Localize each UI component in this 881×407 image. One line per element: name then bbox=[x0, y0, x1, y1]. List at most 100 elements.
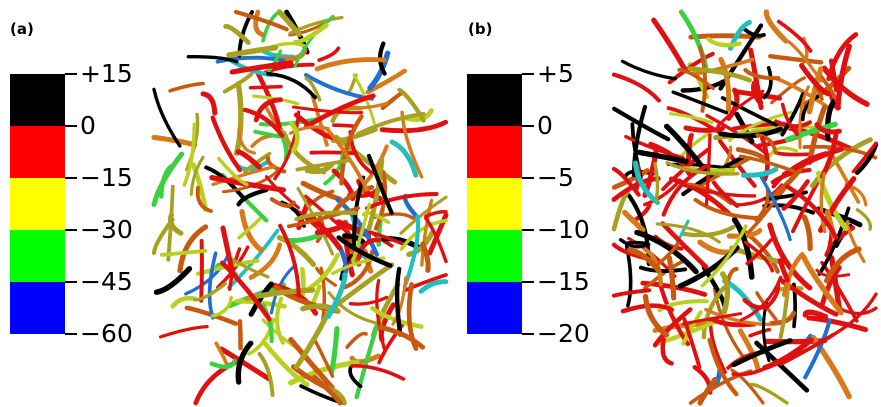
fiber-segment bbox=[666, 255, 677, 301]
fiber-segment bbox=[763, 282, 781, 310]
fiber-segment bbox=[293, 23, 329, 45]
fiber-segment bbox=[253, 9, 265, 38]
colorbar-band bbox=[467, 230, 522, 282]
fiber-segment bbox=[239, 208, 265, 253]
fiber-segment bbox=[424, 209, 448, 218]
fiber-segment bbox=[809, 137, 873, 189]
fiber-segment bbox=[632, 201, 652, 223]
fiber-segment bbox=[652, 307, 693, 348]
fiber-segment bbox=[336, 235, 393, 268]
fiber-segment bbox=[275, 296, 285, 345]
colorbar-tick bbox=[65, 229, 77, 231]
fiber-segment bbox=[653, 162, 660, 203]
fiber-segment bbox=[660, 336, 674, 366]
fiber-segment bbox=[399, 195, 448, 235]
fiber-segment bbox=[664, 123, 708, 173]
fiber-segment bbox=[661, 147, 710, 192]
fiber-segment bbox=[801, 214, 813, 252]
fiber-segment bbox=[350, 364, 406, 381]
fiber-segment bbox=[209, 358, 237, 370]
fiber-segment bbox=[356, 237, 382, 260]
fiber-segment bbox=[220, 225, 236, 276]
fiber-segment bbox=[294, 210, 359, 222]
fiber-segment bbox=[195, 185, 213, 213]
fiber-segment bbox=[682, 183, 757, 198]
fiber-segment bbox=[379, 119, 449, 134]
fiber-segment bbox=[677, 68, 715, 91]
fiber-segment bbox=[718, 56, 732, 113]
fiber-segment bbox=[611, 189, 630, 232]
fiber-segment bbox=[355, 111, 426, 137]
colorbar-tick-label: 0 bbox=[80, 111, 96, 140]
fiber-segment bbox=[828, 58, 839, 93]
colorbar-band bbox=[10, 178, 65, 230]
fiber-segment bbox=[348, 365, 363, 389]
colorbar-band bbox=[467, 74, 522, 126]
fiber-segment bbox=[399, 218, 448, 251]
fiber-segment bbox=[768, 53, 824, 65]
fiber-segment bbox=[230, 257, 270, 279]
fiber-segment bbox=[366, 153, 394, 215]
fiber-segment bbox=[660, 221, 709, 270]
fiber-segment bbox=[771, 151, 828, 189]
colorbar-tick-label: +15 bbox=[80, 59, 133, 88]
fiber-segment bbox=[420, 241, 431, 273]
fiber-segment bbox=[423, 216, 448, 264]
fiber-segment bbox=[661, 164, 709, 217]
colorbar-tick-label: −45 bbox=[80, 267, 133, 296]
fiber-segment bbox=[332, 262, 395, 309]
fiber-segment bbox=[329, 326, 340, 375]
colorbar-band bbox=[10, 126, 65, 178]
fiber-segment bbox=[276, 9, 303, 38]
fiber-segment bbox=[211, 164, 277, 187]
fiber-segment bbox=[738, 154, 795, 173]
fiber-segment bbox=[263, 341, 310, 387]
fiber-segment bbox=[800, 254, 844, 316]
fiber-segment bbox=[236, 187, 269, 207]
fiber-segment bbox=[697, 376, 718, 406]
fiber-segment bbox=[773, 119, 812, 129]
fiber-segment bbox=[652, 242, 680, 270]
fiber-segment bbox=[293, 14, 335, 68]
fiber-segment bbox=[784, 121, 838, 143]
fiber-segment bbox=[159, 248, 208, 257]
fiber-segment bbox=[777, 258, 790, 283]
fiber-segment bbox=[816, 170, 849, 231]
fiber-segment bbox=[330, 256, 386, 276]
fiber-segment bbox=[762, 66, 773, 100]
fiber-segment bbox=[402, 214, 421, 289]
fiber-segment bbox=[310, 93, 329, 147]
fiber-segment bbox=[340, 221, 404, 246]
fiber-segment bbox=[620, 303, 675, 314]
fiber-segment bbox=[210, 115, 243, 173]
fiber-segment bbox=[819, 171, 827, 234]
fiber-segment bbox=[704, 133, 712, 207]
colorbar-tick-label: −15 bbox=[80, 163, 133, 192]
fiber-segment bbox=[611, 166, 641, 197]
panel-label: (a) bbox=[10, 20, 34, 38]
fiber-segment bbox=[182, 122, 197, 187]
fiber-segment bbox=[624, 134, 685, 160]
panel-b: (b) +5 0 −5 −10 −15 −20 bbox=[460, 0, 881, 407]
fiber-segment bbox=[779, 332, 836, 366]
fiber-segment bbox=[266, 49, 283, 75]
fiber-segment bbox=[200, 91, 218, 116]
colorbar-band bbox=[467, 282, 522, 334]
panel-a: (a) +15 0 −15 −30 −45 −60 bbox=[0, 0, 449, 407]
fiber-segment bbox=[681, 310, 703, 346]
fiber-segment bbox=[152, 87, 182, 148]
fiber-segment bbox=[817, 206, 851, 276]
fiber-segment bbox=[281, 130, 327, 175]
fiber-segment bbox=[210, 295, 233, 318]
fiber-segment bbox=[798, 85, 810, 150]
fiber-segment bbox=[293, 112, 335, 141]
colorbar-tick-label: −15 bbox=[537, 267, 590, 296]
fiber-segment bbox=[780, 92, 805, 137]
fiber-segment bbox=[638, 265, 688, 273]
fiber-segment bbox=[266, 71, 317, 100]
fiber-segment bbox=[269, 197, 296, 208]
colorbar-band bbox=[467, 126, 522, 178]
fiber-segment bbox=[840, 306, 878, 316]
fiber-segment bbox=[726, 228, 763, 239]
colorbar-tick-label: −20 bbox=[537, 319, 590, 348]
